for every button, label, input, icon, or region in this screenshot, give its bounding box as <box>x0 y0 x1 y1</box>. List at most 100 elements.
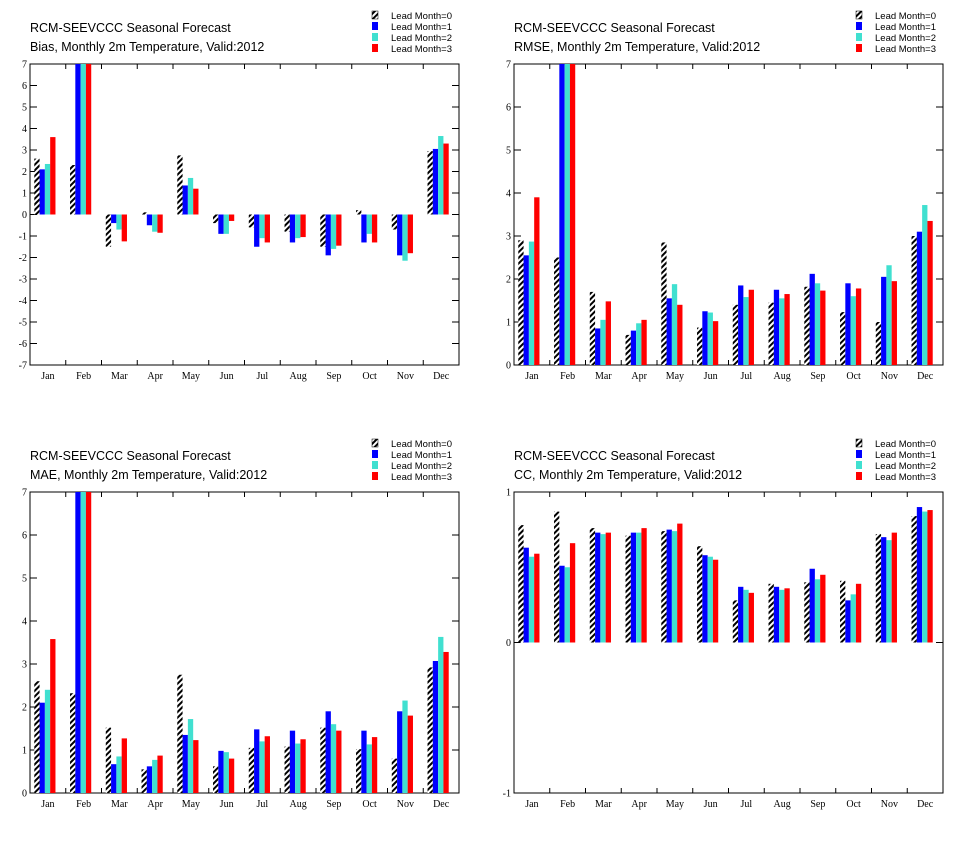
y-tick-label: -4 <box>19 296 27 307</box>
chart-panel: RCM-SEEVCCC Seasonal Forecast CC, Monthly… <box>503 438 944 810</box>
bar <box>75 492 81 793</box>
y-tick-label: 3 <box>22 660 27 671</box>
bar <box>34 681 40 793</box>
chart-subtitle: MAE, Monthly 2m Temperature, Valid:2012 <box>30 468 267 482</box>
bar <box>116 214 122 230</box>
bar <box>911 236 917 365</box>
bar <box>677 304 683 365</box>
chart-title: RCM-SEEVCCC Seasonal Forecast <box>30 21 231 35</box>
bar <box>75 64 81 215</box>
x-tick-label: Sep <box>326 371 341 382</box>
bar <box>554 257 560 365</box>
bar <box>625 334 631 365</box>
x-tick-label: Nov <box>397 371 414 382</box>
bar <box>784 294 790 365</box>
bar <box>748 592 754 643</box>
bar <box>840 312 846 365</box>
x-tick-label: Apr <box>631 371 647 382</box>
bar <box>927 220 933 365</box>
y-tick-label: -1 <box>19 232 27 243</box>
bar <box>438 136 444 215</box>
legend-swatch <box>372 44 378 52</box>
bar <box>218 214 224 234</box>
bar <box>34 158 40 215</box>
chart-panel: RCM-SEEVCCC Seasonal Forecast RMSE, Month… <box>506 10 944 382</box>
y-tick-label: -3 <box>19 275 27 286</box>
bar <box>295 214 301 239</box>
bar <box>636 532 642 643</box>
bar <box>743 297 749 365</box>
x-tick-label: Mar <box>595 371 612 382</box>
chart-panel: RCM-SEEVCCC Seasonal Forecast MAE, Monthl… <box>22 438 460 810</box>
bar <box>228 214 235 221</box>
bar <box>702 311 708 365</box>
bar <box>111 214 117 224</box>
y-tick-label: 0 <box>22 789 27 800</box>
x-tick-label: Nov <box>881 799 898 810</box>
bar <box>743 589 749 643</box>
bar <box>641 528 647 643</box>
bar <box>820 574 826 643</box>
legend-swatch <box>855 438 863 448</box>
x-tick-label: Apr <box>631 799 647 810</box>
legend-label: Lead Month=3 <box>875 472 936 483</box>
bar <box>850 594 856 643</box>
bar <box>748 289 754 365</box>
bar <box>630 532 637 643</box>
bar <box>39 702 45 793</box>
y-tick-label: 7 <box>506 60 511 71</box>
bar <box>85 492 92 793</box>
bar <box>407 715 413 793</box>
bar <box>845 283 851 365</box>
bar <box>223 752 229 793</box>
legend-label: Lead Month=2 <box>391 461 452 472</box>
x-tick-label: Feb <box>560 371 575 382</box>
y-tick-label: 3 <box>506 232 511 243</box>
legend-label: Lead Month=3 <box>875 44 936 55</box>
bar <box>850 296 856 365</box>
bar <box>330 724 337 793</box>
bar <box>157 755 163 793</box>
bar <box>773 586 780 643</box>
x-tick-label: Dec <box>917 799 934 810</box>
bar <box>336 214 342 246</box>
bar <box>213 214 219 224</box>
y-tick-label: 2 <box>22 167 27 178</box>
bar <box>855 288 862 365</box>
x-tick-label: May <box>666 371 684 382</box>
bar <box>666 298 672 365</box>
legend-label: Lead Month=3 <box>391 472 452 483</box>
legend-swatch <box>371 10 379 20</box>
x-tick-label: Aug <box>774 799 791 810</box>
bar <box>569 543 576 643</box>
x-tick-label: Jul <box>257 799 269 810</box>
y-tick-label: 6 <box>506 103 511 114</box>
y-tick-label: 6 <box>22 81 27 92</box>
legend-label: Lead Month=2 <box>391 33 452 44</box>
y-tick-label: 7 <box>22 488 27 499</box>
y-tick-label: 1 <box>22 746 27 757</box>
legend-label: Lead Month=2 <box>875 33 936 44</box>
legend-swatch <box>856 22 862 30</box>
bar <box>85 64 92 215</box>
bar <box>187 177 194 215</box>
bar <box>768 302 774 365</box>
bar <box>702 555 708 643</box>
bar <box>152 214 158 232</box>
bar <box>881 537 887 643</box>
bar <box>371 737 378 793</box>
x-tick-label: Oct <box>846 371 861 382</box>
bar <box>141 212 147 215</box>
x-tick-label: Jan <box>41 371 54 382</box>
bar <box>356 749 362 793</box>
bar <box>707 556 713 643</box>
y-tick-label: 6 <box>22 531 27 542</box>
x-tick-label: Dec <box>917 371 934 382</box>
bar <box>671 284 678 365</box>
bar <box>523 547 529 643</box>
bar <box>213 766 219 793</box>
